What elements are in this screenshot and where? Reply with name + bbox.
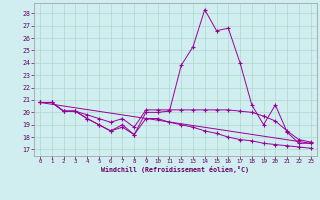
X-axis label: Windchill (Refroidissement éolien,°C): Windchill (Refroidissement éolien,°C) xyxy=(101,166,249,173)
